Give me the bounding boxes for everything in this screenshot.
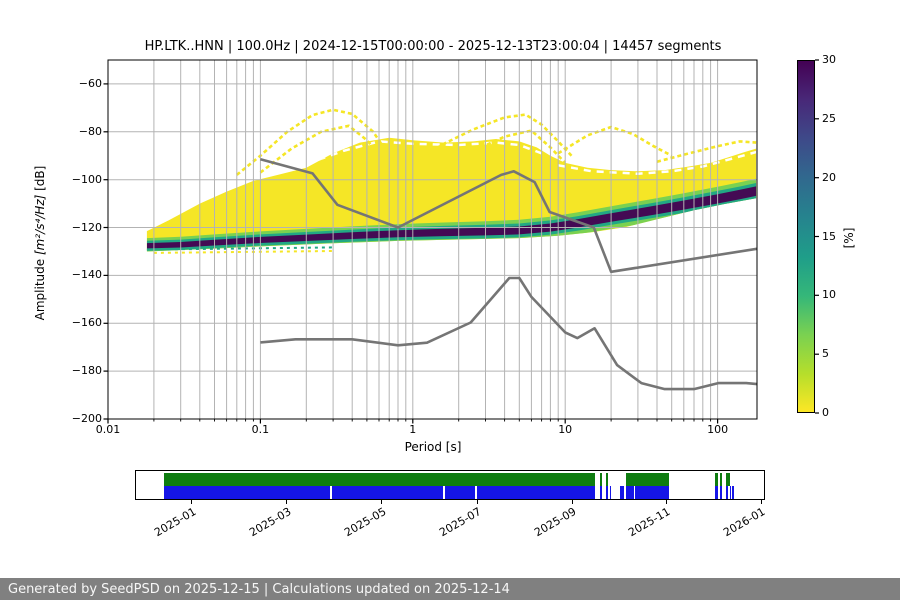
timeline-blue-segment bbox=[163, 485, 331, 499]
timeline-blue-segment bbox=[605, 485, 608, 499]
timeline-tick bbox=[760, 500, 762, 504]
psd-speckle-arc bbox=[557, 125, 673, 157]
y-tick-label: −200 bbox=[71, 412, 102, 425]
nhnm-noise-model-line bbox=[260, 158, 757, 274]
timeline-blue-segment bbox=[715, 485, 719, 499]
timeline-blue-segment bbox=[625, 485, 634, 499]
y-tick-label: −140 bbox=[71, 268, 102, 282]
timeline-blue-segment bbox=[620, 485, 625, 499]
colorbar-tick-label: 25 bbox=[822, 111, 836, 125]
x-tick-label: 100 bbox=[707, 423, 729, 436]
y-tick-label: −60 bbox=[78, 76, 102, 90]
x-tick-label: 0.1 bbox=[251, 423, 270, 436]
x-tick-label: 0.01 bbox=[95, 423, 121, 436]
x-tick-label: 10 bbox=[558, 423, 573, 436]
y-tick-label: −180 bbox=[71, 364, 102, 378]
timeline-green-segment bbox=[605, 472, 608, 486]
timeline-tick bbox=[665, 500, 667, 504]
x-axis-label: Period [s] bbox=[404, 440, 462, 454]
psd-speckle-arc bbox=[235, 108, 404, 176]
timeline-blue-segment bbox=[476, 485, 596, 499]
psd-speckle-arc bbox=[443, 129, 567, 169]
y-tick-label: −80 bbox=[78, 124, 102, 138]
colorbar-tick-label: 20 bbox=[822, 170, 836, 184]
colorbar-label: [%] bbox=[842, 227, 856, 249]
timeline-blue-segment bbox=[732, 485, 735, 499]
y-tick-label: −100 bbox=[71, 172, 102, 186]
timeline-blue-segment bbox=[726, 485, 729, 499]
y-axis-label-db: [dB] bbox=[33, 165, 47, 195]
timeline-blue-segment bbox=[332, 485, 444, 499]
ppsd-mode-band bbox=[146, 186, 757, 249]
colorbar-tick-label: 10 bbox=[822, 288, 836, 302]
colorbar-tick-label: 5 bbox=[822, 347, 829, 361]
timeline-green-segment bbox=[720, 472, 723, 486]
timeline-green-segment bbox=[163, 472, 596, 486]
footer-bar: Generated by SeedPSD on 2025-12-15 | Cal… bbox=[0, 578, 900, 600]
y-tick-label: −160 bbox=[71, 316, 102, 330]
timeline-tick bbox=[381, 500, 383, 504]
timeline-tick bbox=[286, 500, 288, 504]
y-axis-label: Amplitude [m²/s⁴/Hz] [dB] bbox=[33, 166, 47, 321]
availability-timeline bbox=[135, 470, 765, 500]
timeline-blue-segment bbox=[720, 485, 723, 499]
y-axis-label-units: [m²/s⁴/Hz] bbox=[33, 194, 47, 256]
timeline-tick bbox=[476, 500, 478, 504]
timeline-green-segment bbox=[715, 472, 719, 486]
timeline-tick bbox=[191, 500, 193, 504]
colorbar-gradient bbox=[797, 60, 815, 413]
timeline-blue-segment bbox=[635, 485, 670, 499]
timeline-green-segment bbox=[625, 472, 670, 486]
timeline-blue-segment bbox=[599, 485, 602, 499]
x-tick-label: 1 bbox=[409, 423, 417, 436]
plot-border bbox=[107, 59, 758, 420]
plot-title: HP.LTK..HNN | 100.0Hz | 2024-12-15T00:00… bbox=[144, 39, 722, 54]
psd-speckle-arc bbox=[412, 113, 573, 165]
y-tick-label: −120 bbox=[71, 220, 102, 234]
timeline-blue-segment bbox=[609, 485, 612, 499]
psd-plot-svg bbox=[103, 59, 758, 424]
timeline-blue-segment bbox=[730, 485, 732, 499]
timeline-green-segment bbox=[726, 472, 731, 486]
colorbar-tick-label: 0 bbox=[822, 406, 829, 419]
nlnm-noise-model-line bbox=[260, 276, 757, 391]
timeline-tick bbox=[571, 500, 573, 504]
psd-speckle-arc bbox=[259, 124, 386, 174]
timeline-green-segment bbox=[599, 472, 602, 486]
colorbar-tick-label: 30 bbox=[822, 53, 836, 66]
footer-text: Generated by SeedPSD on 2025-12-15 | Cal… bbox=[8, 582, 510, 597]
timeline-blue-segment bbox=[445, 485, 475, 499]
y-axis-label-pre: Amplitude bbox=[33, 255, 47, 321]
colorbar-tick-label: 15 bbox=[822, 229, 836, 243]
